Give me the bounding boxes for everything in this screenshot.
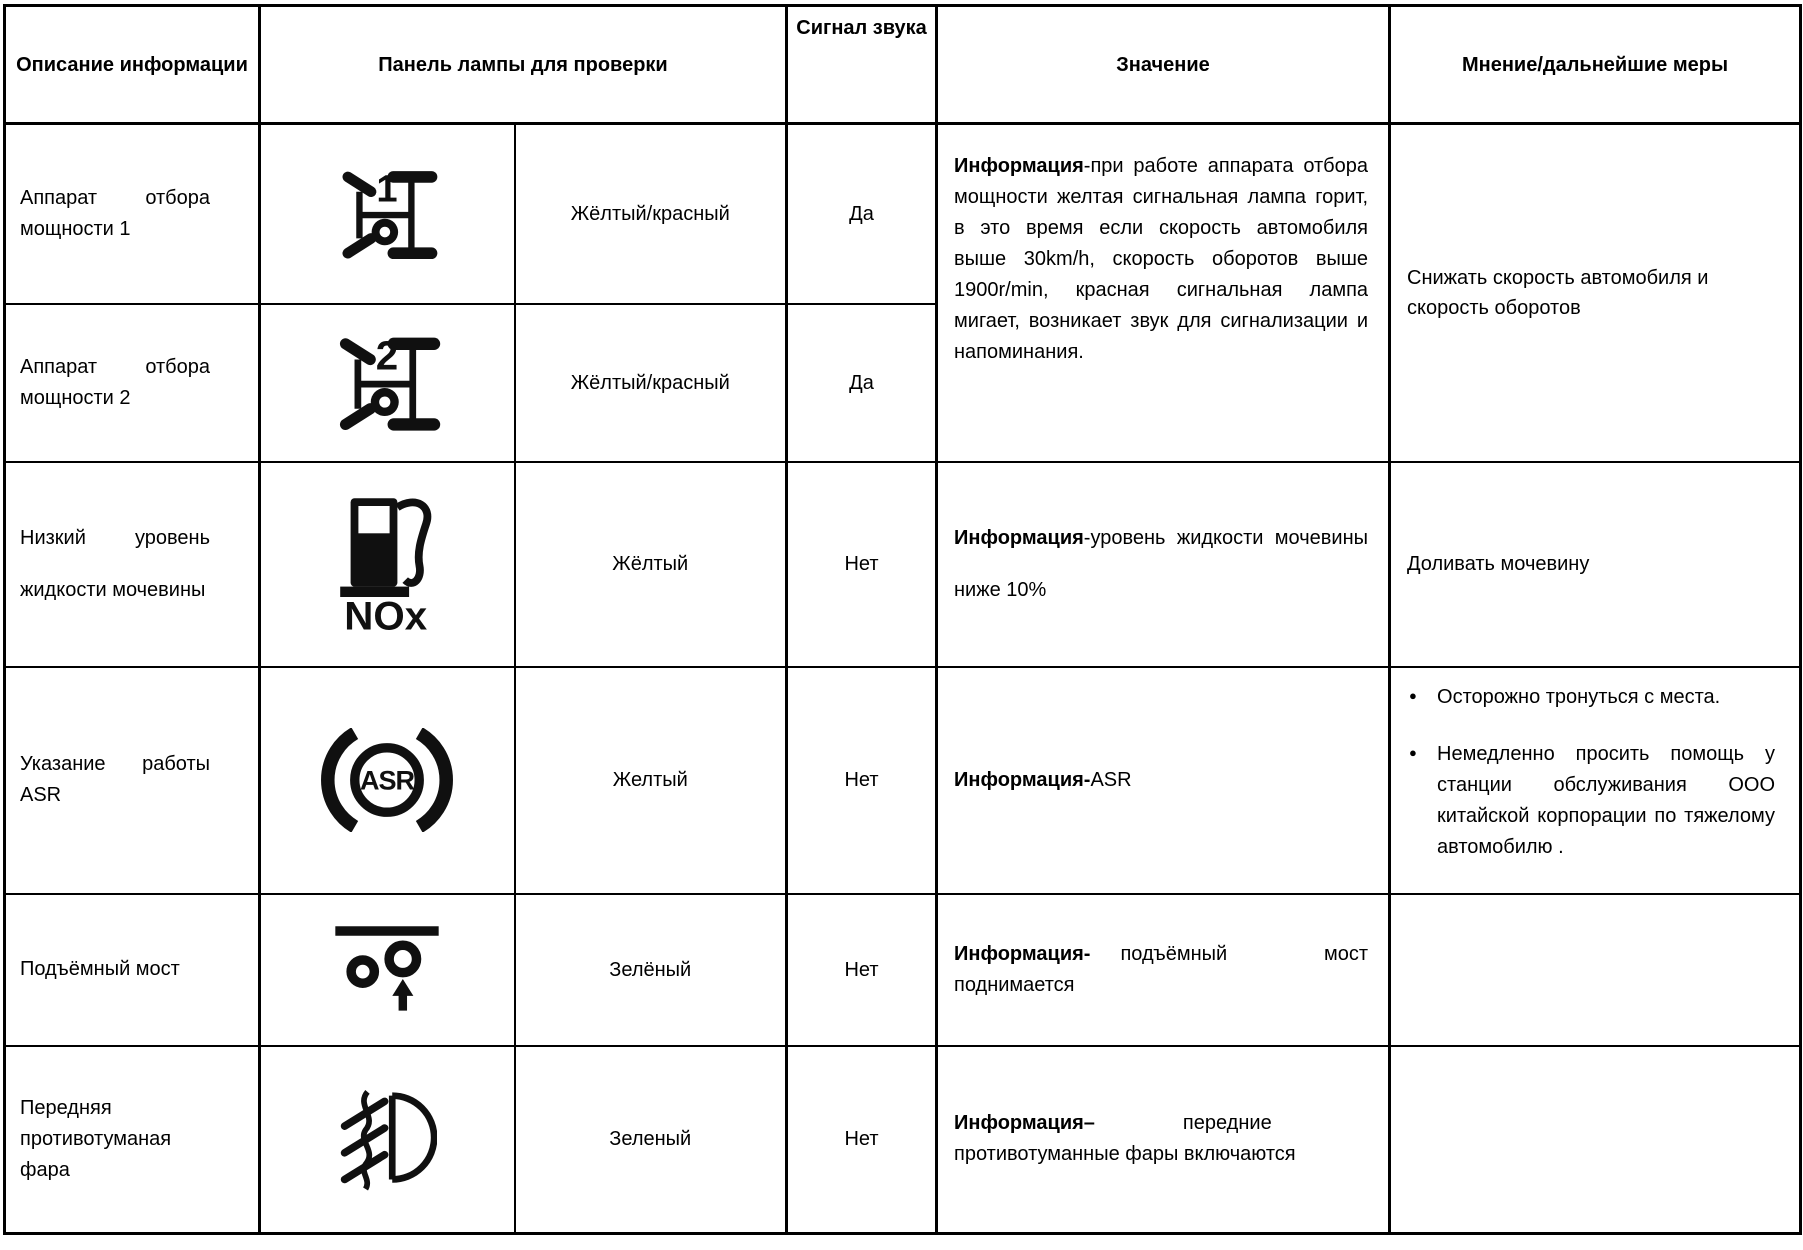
lamp-icon-cell: 1 [258,122,516,305]
lamp-color-cell: Желтый [513,665,788,895]
measures-cell: Осторожно тронуться с места. Немедленно … [1388,665,1802,895]
description-cell: Указание работы ASR [3,665,261,895]
meaning-text: -уровень жидкости мочевины ниже 10% [954,527,1369,601]
svg-text:ASR: ASR [360,765,414,795]
meaning-text: ASR [1090,768,1132,791]
header-sound-signal: Сигнал звука [785,4,938,125]
lamp-icon-cell: ASR [258,665,516,895]
table-row-asr: Указание работы ASR ASR Желтый Нет Инфор… [3,665,1802,895]
measures-cell: Доливать мочевину [1388,460,1802,668]
meaning-cell: Информация– передние противотуманные фары… [935,1044,1391,1235]
lift-axle-icon [335,926,439,1011]
meaning-bold: Информация- [954,942,1091,965]
meaning-cell: Информация-подъёмный мост поднимается [935,892,1391,1047]
meaning-cell: Информация-уровень жидкости мочевины ниж… [935,460,1391,668]
measures-cell [1388,892,1802,1047]
pto-1-icon: 1 [342,167,438,259]
description-cell: Аппарат отбора мощности 2 [3,302,261,463]
meaning-text: -при работе аппарата отбора мощности жел… [954,155,1369,363]
measures-cell [1388,1044,1802,1235]
header-lamp-panel: Панель лампы для проверки [257,4,788,125]
meaning-bold: Информация [954,527,1084,549]
front-fog-lamp-icon [341,1090,438,1191]
table-row-pto1: Аппарат отбора мощности 1 1 Жёлтый/красн… [3,122,1802,463]
meaning-bold: Информация- [954,768,1091,791]
nox-urea-pump-icon: NOx [340,497,432,636]
meaning-bold: Информация [954,155,1084,177]
meaning-cell: Информация-ASR [935,665,1391,895]
lamp-icon-cell: 2 [258,302,516,463]
description-cell: Низкий уровень жидкости мочевины [3,460,261,668]
measures-cell: Снижать скорость автомобиля и скорость о… [1388,122,1802,463]
header-row: Описание информации Панель лампы для про… [3,4,1802,125]
meaning-bold: Информация– [954,1112,1095,1135]
sound-signal-cell: Да [785,122,938,305]
lamp-icon-cell [258,1044,516,1235]
warning-lamp-table: Описание информации Панель лампы для про… [3,4,1803,1235]
sound-signal-cell: Нет [785,892,938,1047]
lamp-color-cell: Зелёный [513,892,788,1047]
table-row-lift-axle: Подъёмный мост Зелёный Нет Информация-по… [3,892,1802,1047]
table-row-urea: Низкий уровень жидкости мочевины NOx Жёл… [3,460,1802,668]
description-cell: Аппарат отбора мощности 1 [3,122,261,305]
lamp-icon-cell [258,892,516,1047]
pto-2-icon: 2 [340,332,441,431]
svg-text:NOx: NOx [345,593,428,636]
lamp-color-cell: Жёлтый/красный [513,122,788,305]
text-gap [1095,1128,1183,1129]
sound-signal-cell: Нет [785,1044,938,1235]
lamp-color-cell: Зеленый [513,1044,788,1235]
lamp-icon-cell: NOx [258,460,516,668]
description-cell: Подъёмный мост [3,892,261,1047]
table-row-pto2: Аппарат отбора мощности 2 2 Жёлтый/красн… [3,302,1801,463]
list-item: Немедленно просить помощь у станции обсл… [1407,739,1775,863]
sound-signal-cell: Нет [785,665,938,895]
meaning-text: передние противотуманные фары включаются [954,1112,1296,1166]
sound-signal-cell: Нет [785,460,938,668]
text-gap [1090,959,1120,960]
description-cell: Передняя противотуманая фара [3,1044,261,1235]
lamp-color-cell: Жёлтый/красный [513,302,788,463]
header-meaning: Значение [935,4,1391,125]
meaning-text: подъёмный мост поднимается [954,942,1369,996]
header-description: Описание информации [3,4,261,125]
list-item: Осторожно тронуться с места. [1407,682,1775,713]
asr-icon: ASR [321,728,454,832]
meaning-cell: Информация-при работе аппарата отбора мо… [935,122,1391,463]
sound-signal-cell: Да [785,302,938,463]
lamp-color-cell: Жёлтый [513,460,788,668]
table-row-front-fog: Передняя противотуманая фара Зеленый Нет… [3,1044,1802,1235]
header-measures: Мнение/дальнейшие меры [1388,4,1802,125]
